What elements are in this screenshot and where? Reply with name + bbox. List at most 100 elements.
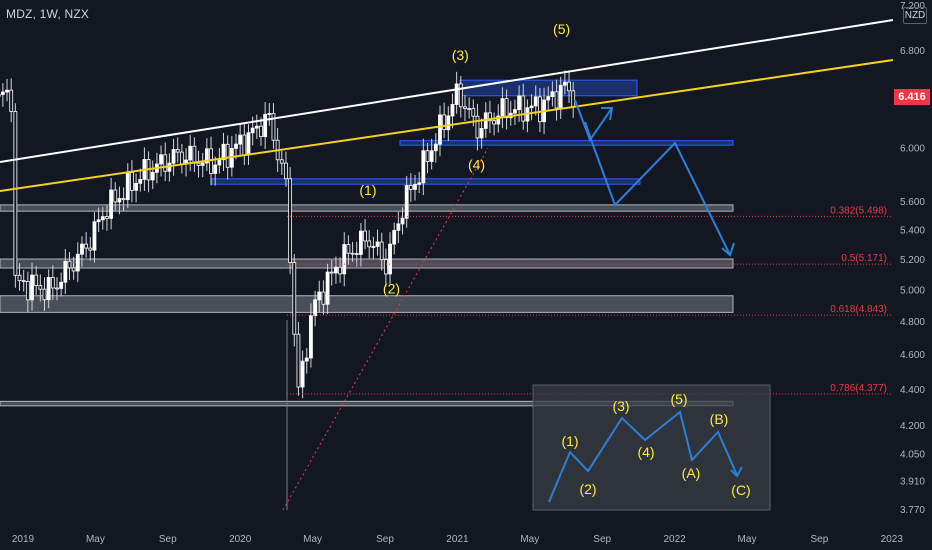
candle-body bbox=[25, 281, 30, 301]
x-tick-label: Sep bbox=[593, 534, 611, 545]
candle-body bbox=[192, 145, 197, 164]
y-tick-label: 3.910 bbox=[900, 477, 925, 488]
candle-body bbox=[408, 185, 413, 190]
wave-label: (4) bbox=[468, 156, 485, 172]
fib-label: 0.618(4.843) bbox=[830, 304, 887, 315]
candle-body bbox=[529, 105, 534, 109]
candle-body bbox=[75, 253, 80, 272]
candle-body bbox=[246, 132, 251, 156]
candle-body bbox=[96, 219, 101, 223]
candle-body bbox=[5, 89, 9, 93]
candle-body bbox=[338, 266, 342, 275]
candle-body bbox=[150, 171, 155, 181]
candle-body bbox=[367, 240, 372, 248]
schematic-path bbox=[548, 410, 738, 503]
candle-body bbox=[238, 134, 243, 145]
candle-body bbox=[80, 243, 84, 255]
y-tick-label: 4.200 bbox=[900, 421, 925, 432]
candle-body bbox=[358, 230, 363, 255]
candle-body bbox=[13, 111, 18, 276]
y-tick-label: 4.800 bbox=[900, 317, 925, 328]
x-tick-label: 2022 bbox=[663, 534, 686, 545]
candle-body bbox=[42, 288, 47, 301]
candle-body bbox=[317, 291, 322, 301]
candle-body bbox=[171, 149, 176, 164]
y-tick-label: 3.770 bbox=[900, 505, 925, 516]
zone-0618 bbox=[0, 295, 734, 313]
x-tick-label: 2023 bbox=[881, 534, 904, 545]
y-tick-label: 4.600 bbox=[900, 350, 925, 361]
candle-body bbox=[254, 125, 259, 129]
x-tick-label: Sep bbox=[376, 534, 394, 545]
candle-body bbox=[217, 159, 222, 166]
candle-body bbox=[471, 108, 476, 117]
candle-body bbox=[562, 81, 567, 86]
wave-label: (2) bbox=[383, 280, 400, 296]
wave-labels-layer: (1) (2) (3) (4) (5) bbox=[359, 21, 570, 296]
candle-body bbox=[175, 149, 180, 153]
dotted-fib-diagonal bbox=[282, 147, 489, 511]
candle-body bbox=[309, 315, 313, 359]
candle-body bbox=[250, 127, 255, 134]
candle-body bbox=[38, 285, 43, 290]
candle-body bbox=[196, 162, 201, 166]
candle-body bbox=[88, 247, 93, 251]
candle-body bbox=[138, 179, 143, 184]
candle-body bbox=[396, 223, 401, 231]
wave-schematic: (1) (2) (3) (4) (5) (A) (B) (C) bbox=[532, 384, 771, 511]
price-axis: 3.770 3.910 4.050 4.200 4.400 4.600 4.800 5.000… bbox=[900, 1, 925, 516]
candle-body bbox=[113, 189, 118, 203]
y-tick-label: 4.050 bbox=[900, 449, 925, 460]
x-tick-label: 2021 bbox=[446, 534, 469, 545]
candle-body bbox=[492, 120, 497, 125]
candle-body bbox=[304, 357, 309, 362]
candle-body bbox=[200, 162, 205, 166]
candle-body bbox=[558, 84, 563, 109]
candle-body bbox=[313, 299, 317, 317]
candle-body bbox=[284, 162, 288, 180]
schematic-label: (B) bbox=[710, 411, 729, 427]
x-tick-label: May bbox=[738, 534, 757, 545]
candle-body bbox=[105, 216, 109, 219]
zones-layer bbox=[0, 79, 734, 407]
x-tick-label: 2019 bbox=[12, 534, 35, 545]
candle-body bbox=[9, 89, 14, 112]
fib-label: 0.5(5.171) bbox=[841, 253, 887, 264]
fib-label: 0.382(5.498) bbox=[830, 205, 887, 216]
schematic-box bbox=[532, 384, 771, 511]
candle-body bbox=[84, 243, 89, 249]
currency-badge[interactable]: NZD bbox=[903, 7, 927, 24]
symbol-header: MDZ, 1W, NZX bbox=[6, 7, 90, 21]
candle-body bbox=[267, 113, 272, 115]
candle-body bbox=[121, 198, 126, 201]
projection-arrow-down bbox=[721, 242, 735, 257]
candle-body bbox=[125, 172, 130, 201]
wave-label: (3) bbox=[452, 47, 469, 63]
y-tick-label: 5.400 bbox=[900, 225, 925, 236]
candle-body bbox=[438, 114, 442, 145]
candle-body bbox=[50, 277, 55, 289]
candle-body bbox=[67, 260, 72, 269]
candle-body bbox=[92, 221, 97, 251]
candle-body bbox=[538, 96, 542, 123]
candle-body bbox=[288, 178, 293, 263]
wave-label: (1) bbox=[359, 182, 376, 198]
candle-body bbox=[292, 262, 297, 335]
candle-body bbox=[504, 98, 509, 119]
candle-body bbox=[163, 154, 168, 172]
candle-body bbox=[496, 115, 501, 125]
y-tick-label: 5.600 bbox=[900, 197, 925, 208]
candle-body bbox=[446, 115, 451, 131]
candle-body bbox=[421, 150, 426, 184]
projection-layer bbox=[574, 99, 735, 257]
candle-body bbox=[325, 271, 330, 305]
schematic-label: (C) bbox=[731, 482, 750, 498]
candle-body bbox=[225, 143, 230, 168]
candle-body bbox=[571, 90, 576, 107]
candle-body bbox=[179, 151, 184, 165]
candle-body bbox=[213, 164, 218, 174]
candle-body bbox=[442, 114, 447, 131]
candle-body bbox=[433, 143, 438, 152]
candle-body bbox=[134, 182, 138, 191]
candle-body bbox=[329, 271, 334, 274]
